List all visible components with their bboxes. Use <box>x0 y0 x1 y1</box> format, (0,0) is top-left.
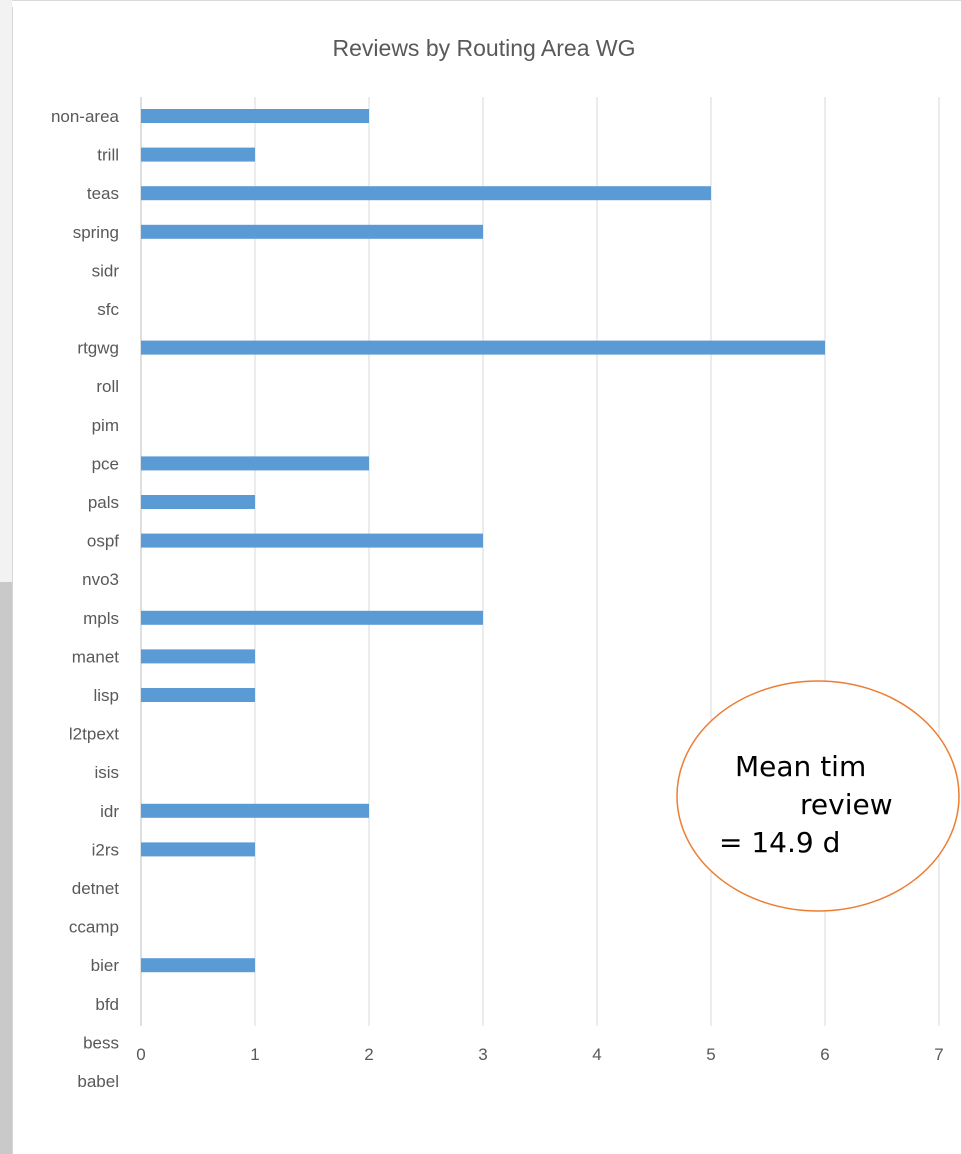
bar-lisp <box>141 688 255 702</box>
bar-rtgwg <box>141 340 825 355</box>
bar-non-area <box>141 109 369 123</box>
category-label: manet <box>72 647 120 666</box>
bar-bier <box>141 958 255 973</box>
category-label: detnet <box>72 879 120 898</box>
category-label: bess <box>83 1033 119 1052</box>
bar-teas <box>141 186 711 201</box>
chart-title: Reviews by Routing Area WG <box>333 35 636 61</box>
bar-spring <box>141 224 483 239</box>
category-label: trill <box>97 146 119 165</box>
x-tick-label: 0 <box>136 1045 145 1064</box>
x-tick-label: 5 <box>706 1045 715 1064</box>
x-tick-label: 1 <box>250 1045 259 1064</box>
category-label: bfd <box>95 995 119 1014</box>
x-tick-label: 4 <box>592 1045 601 1064</box>
category-label: sidr <box>92 261 120 280</box>
bar-manet <box>141 649 255 664</box>
x-tick-label: 7 <box>934 1045 943 1064</box>
category-label: i2rs <box>92 840 119 859</box>
bar-pals <box>141 495 255 509</box>
slide-left-edge <box>0 0 13 1154</box>
category-label: non-area <box>51 107 120 126</box>
category-labels: non-area trill teas spring sidr sfc rtgwg roll p… <box>51 107 120 1091</box>
category-label: pce <box>92 454 119 473</box>
category-label: isis <box>94 763 119 782</box>
bar-idr <box>141 803 369 818</box>
category-label: teas <box>87 184 119 203</box>
category-label: ccamp <box>69 918 119 937</box>
category-label: roll <box>96 377 119 396</box>
callout-text: Mean tim review = 14.9 d <box>719 748 961 862</box>
x-tick-labels: 0 1 2 3 4 5 6 7 <box>136 1045 943 1064</box>
callout-line-1: Mean tim <box>735 750 867 783</box>
category-label: sfc <box>97 300 119 319</box>
category-label: pals <box>88 493 119 512</box>
x-tick-label: 2 <box>364 1045 373 1064</box>
category-label: nvo3 <box>82 570 119 589</box>
x-tick-label: 6 <box>820 1045 829 1064</box>
category-label: rtgwg <box>77 339 119 358</box>
category-label: idr <box>100 802 119 821</box>
bars <box>141 109 825 973</box>
category-label: bier <box>91 956 120 975</box>
bar-i2rs <box>141 842 255 857</box>
category-label: ospf <box>87 532 119 551</box>
x-tick-label: 3 <box>478 1045 487 1064</box>
bar-mpls <box>141 610 483 625</box>
category-label: pim <box>92 416 119 435</box>
callout-line-2: review <box>800 788 893 821</box>
callout-ellipse <box>676 680 960 912</box>
category-label: lisp <box>93 686 119 705</box>
category-label: babel <box>77 1072 119 1091</box>
bar-trill <box>141 147 255 162</box>
chart-top-border <box>12 0 961 7</box>
category-label: spring <box>73 223 119 242</box>
category-label: mpls <box>83 609 119 628</box>
slide-left-edge-shade <box>0 582 12 1154</box>
bar-ospf <box>141 533 483 548</box>
category-label: l2tpext <box>69 725 119 744</box>
callout-line-3: = 14.9 d <box>719 826 841 859</box>
bar-pce <box>141 456 369 471</box>
